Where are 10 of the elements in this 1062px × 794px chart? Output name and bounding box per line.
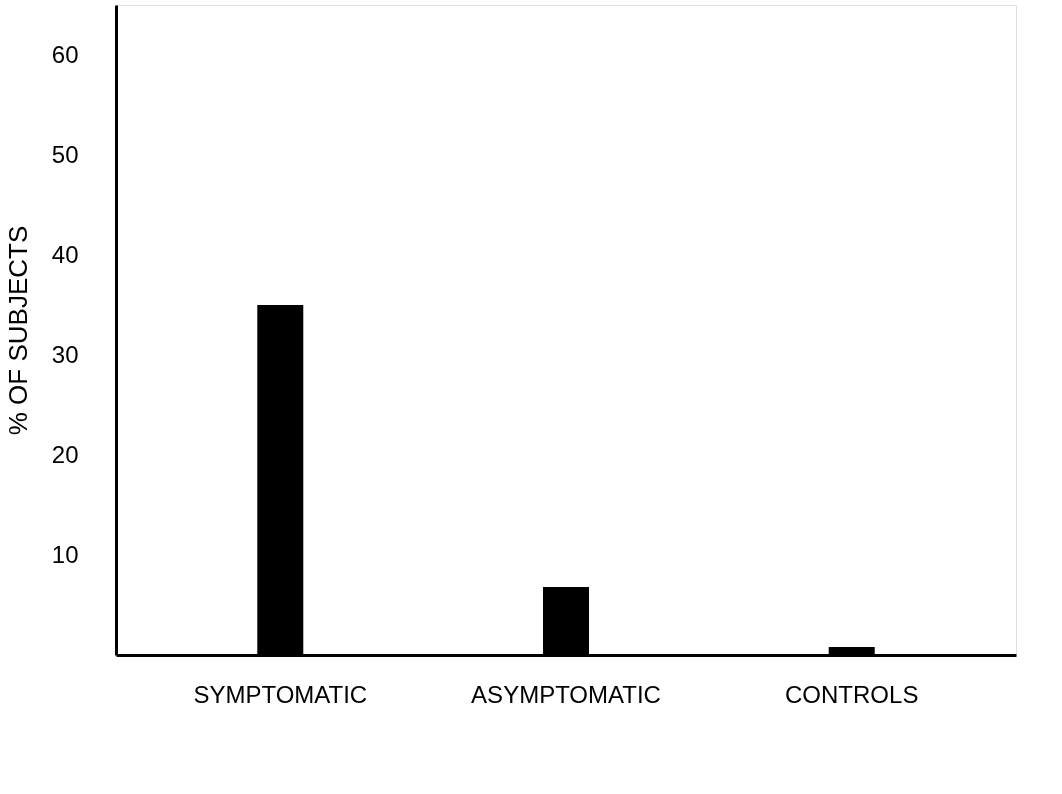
x-tick-label: ASYMPTOMATIC — [471, 680, 661, 708]
y-tick-label: 20 — [51, 440, 79, 468]
y-tick-label: 40 — [51, 240, 79, 268]
y-tick-label: 10 — [51, 540, 79, 568]
x-tick-label: CONTROLS — [785, 680, 919, 708]
y-tick-label: 60 — [51, 40, 79, 68]
x-tick-label: SYMPTOMATIC — [193, 680, 368, 708]
y-tick-label: 50 — [51, 140, 79, 168]
y-tick-label: 30 — [51, 340, 79, 368]
y-axis-title: % OF SUBJECTS — [2, 225, 33, 436]
